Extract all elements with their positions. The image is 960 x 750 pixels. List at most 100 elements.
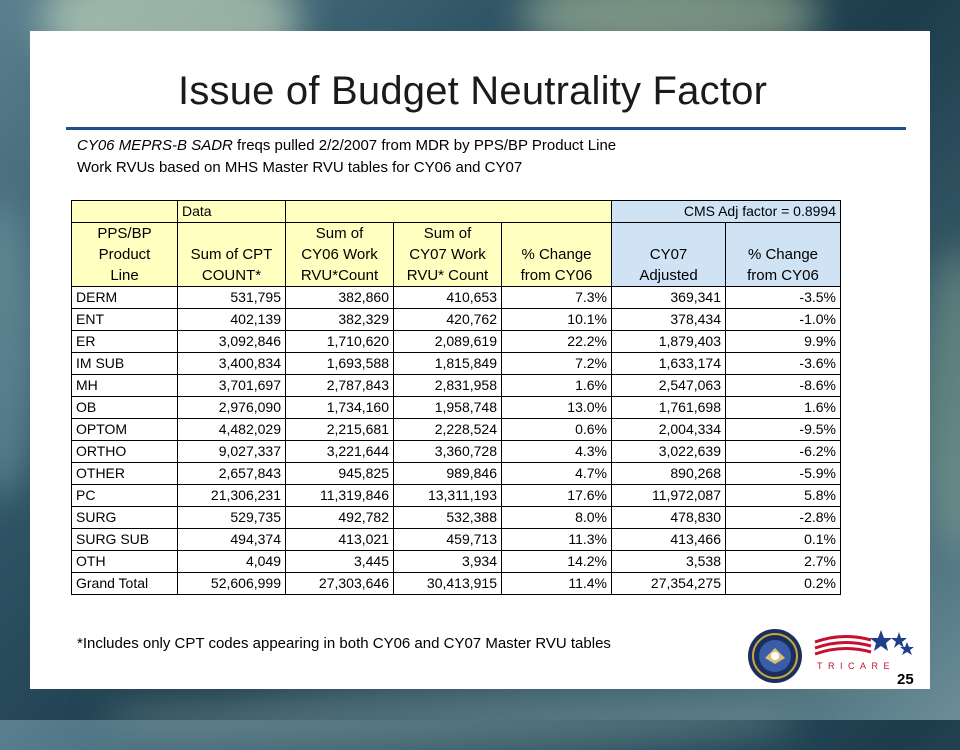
table-row: ER 3,092,846 1,710,620 2,089,619 22.2% 1,879,… <box>71 330 841 353</box>
table-row: SURG SUB 494,374 413,021 459,713 11.3% 413,46… <box>71 528 841 551</box>
value-cell: 21,306,231 <box>177 484 286 507</box>
tricare-logo-icon: TRICARE <box>814 630 914 671</box>
value-cell: 30,413,915 <box>393 572 502 595</box>
product-line-cell: SURG SUB <box>71 528 178 551</box>
value-cell: 4,482,029 <box>177 418 286 441</box>
column-header: CY07 Adjusted <box>611 222 726 287</box>
product-line-cell: DERM <box>71 286 178 309</box>
value-cell: 2.7% <box>725 550 841 573</box>
column-header-line: COUNT* <box>201 267 262 284</box>
value-cell: 945,825 <box>285 462 394 485</box>
value-cell: -9.5% <box>725 418 841 441</box>
data-label: Data <box>177 200 286 223</box>
table-row: IM SUB 3,400,834 1,693,588 1,815,849 7.2% 1,6… <box>71 352 841 375</box>
value-cell: 1,879,403 <box>611 330 726 353</box>
column-header-line: CY07 <box>649 246 688 263</box>
value-cell: 3,538 <box>611 550 726 573</box>
column-header-line: % Change <box>521 246 592 263</box>
value-cell: 27,354,275 <box>611 572 726 595</box>
value-cell: 413,021 <box>285 528 394 551</box>
grand-total-row: Grand Total 52,606,999 27,303,646 30,413,91… <box>71 572 841 595</box>
table-row: DERM 531,795 382,860 410,653 7.3% 369,341 -3.5… <box>71 286 841 309</box>
table-row: MH 3,701,697 2,787,843 2,831,958 1.6% 2,547,0… <box>71 374 841 397</box>
value-cell: 9,027,337 <box>177 440 286 463</box>
product-line-cell: OPTOM <box>71 418 178 441</box>
column-header-line: CY07 Work <box>409 246 486 263</box>
value-cell: 531,795 <box>177 286 286 309</box>
table-row: OTH 4,049 3,445 3,934 14.2% 3,538 2.7% <box>71 550 841 573</box>
background-glow <box>100 690 800 750</box>
column-header: Sum of CPT COUNT* <box>177 222 286 287</box>
column-header-line <box>506 223 607 244</box>
value-cell: 0.2% <box>725 572 841 595</box>
value-cell: 11.4% <box>501 572 612 595</box>
title-rule <box>66 127 906 130</box>
column-header-line: Sum of <box>423 225 472 242</box>
value-cell: 3,701,697 <box>177 374 286 397</box>
value-cell: 52,606,999 <box>177 572 286 595</box>
column-header-line: CY06 Work <box>301 246 378 263</box>
value-cell: 11.3% <box>501 528 612 551</box>
tricare-wordmark: TRICARE <box>817 661 895 671</box>
product-line-cell: OTH <box>71 550 178 573</box>
table-top-row: Data CMS Adj factor = 0.8994 <box>71 200 841 223</box>
value-cell: 17.6% <box>501 484 612 507</box>
value-cell: 5.8% <box>725 484 841 507</box>
value-cell: -3.6% <box>725 352 841 375</box>
value-cell: 1.6% <box>725 396 841 419</box>
corner-cell <box>71 200 178 223</box>
value-cell: 2,228,524 <box>393 418 502 441</box>
value-cell: 3,092,846 <box>177 330 286 353</box>
value-cell: 4,049 <box>177 550 286 573</box>
value-cell: 2,787,843 <box>285 374 394 397</box>
value-cell: 4.3% <box>501 440 612 463</box>
page-number: 25 <box>897 671 914 688</box>
value-cell: 2,657,843 <box>177 462 286 485</box>
value-cell: 4.7% <box>501 462 612 485</box>
value-cell: 459,713 <box>393 528 502 551</box>
value-cell: 413,466 <box>611 528 726 551</box>
data-spacer <box>285 200 612 223</box>
value-cell: 1,815,849 <box>393 352 502 375</box>
column-header-line: PPS/BP <box>97 225 152 242</box>
value-cell: 13.0% <box>501 396 612 419</box>
column-header: % Change from CY06 <box>501 222 612 287</box>
value-cell: 13,311,193 <box>393 484 502 507</box>
value-cell: 2,547,063 <box>611 374 726 397</box>
value-cell: 494,374 <box>177 528 286 551</box>
subtitle-rest: freqs pulled 2/2/2007 from MDR by PPS/BP… <box>232 137 617 154</box>
column-header-line: Product <box>98 246 151 263</box>
value-cell: 378,434 <box>611 308 726 331</box>
product-line-cell: PC <box>71 484 178 507</box>
value-cell: 369,341 <box>611 286 726 309</box>
product-line-cell: OTHER <box>71 462 178 485</box>
subtitle-line-2: Work RVUs based on MHS Master RVU tables… <box>77 159 523 176</box>
table-row: ENT 402,139 382,329 420,762 10.1% 378,434 -1.0… <box>71 308 841 331</box>
subtitle-line-1: CY06 MEPRS-B SADR freqs pulled 2/2/2007 … <box>77 137 616 154</box>
value-cell: 1,693,588 <box>285 352 394 375</box>
column-header-line: from CY06 <box>747 267 819 284</box>
table-row: ORTHO 9,027,337 3,221,644 3,360,728 4.3% 3,02… <box>71 440 841 463</box>
value-cell: 3,022,639 <box>611 440 726 463</box>
column-header-line: Sum of CPT <box>190 246 273 263</box>
value-cell: 532,388 <box>393 506 502 529</box>
value-cell: 11,319,846 <box>285 484 394 507</box>
product-line-cell: OB <box>71 396 178 419</box>
column-header: % Change from CY06 <box>725 222 841 287</box>
value-cell: 492,782 <box>285 506 394 529</box>
table-row: OPTOM 4,482,029 2,215,681 2,228,524 0.6% 2,00… <box>71 418 841 441</box>
value-cell: 10.1% <box>501 308 612 331</box>
value-cell: 2,089,619 <box>393 330 502 353</box>
value-cell: 3,360,728 <box>393 440 502 463</box>
value-cell: 11,972,087 <box>611 484 726 507</box>
value-cell: 22.2% <box>501 330 612 353</box>
value-cell: 0.1% <box>725 528 841 551</box>
column-header-line <box>182 223 281 244</box>
value-cell: 1,761,698 <box>611 396 726 419</box>
column-header-line: RVU* Count <box>406 267 489 284</box>
value-cell: 27,303,646 <box>285 572 394 595</box>
column-header-line: Adjusted <box>639 267 698 284</box>
product-line-cell: ER <box>71 330 178 353</box>
column-header-line: RVU*Count <box>300 267 379 284</box>
table-row: PC 21,306,231 11,319,846 13,311,193 17.6% 11,… <box>71 484 841 507</box>
